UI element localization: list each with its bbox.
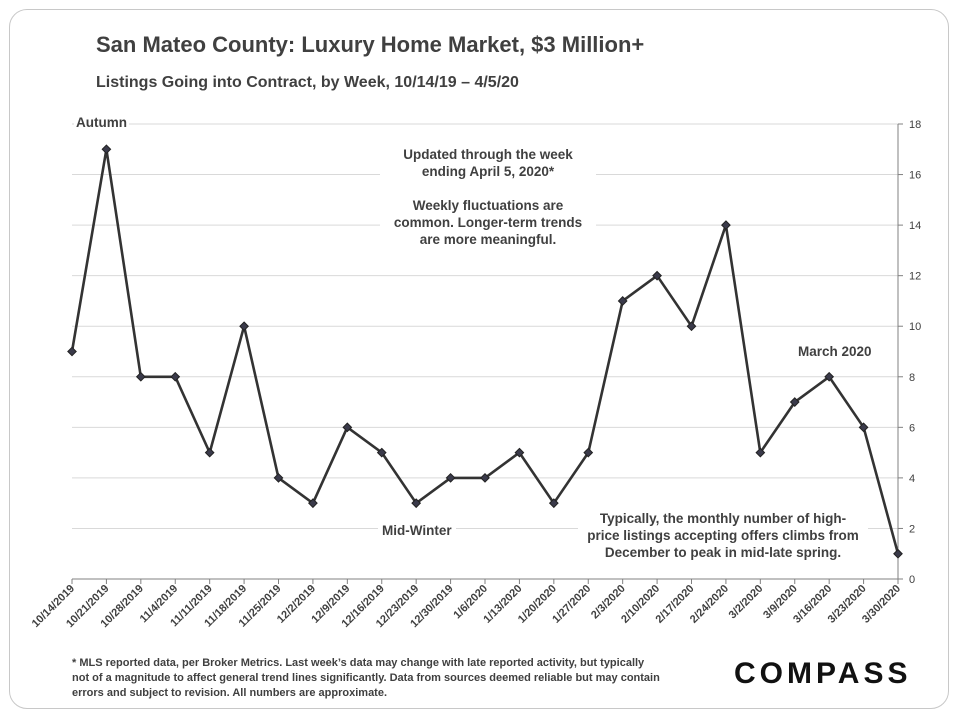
y-tick-label: 18	[909, 119, 921, 131]
annotation-fluct-line-3: are more meaningful.	[419, 232, 557, 247]
data-point	[480, 472, 490, 483]
data-point	[411, 498, 422, 509]
y-tick-label: 0	[909, 574, 915, 586]
data-point	[67, 346, 77, 357]
annotation-autumn: Autumn	[74, 114, 129, 131]
data-point	[721, 220, 731, 231]
data-point	[445, 472, 456, 483]
y-tick-label: 6	[909, 422, 915, 434]
data-point	[170, 371, 181, 382]
data-point	[376, 447, 387, 458]
data-point	[583, 447, 594, 458]
data-point	[273, 472, 284, 483]
annotation-mid-winter: Mid-Winter	[378, 522, 456, 539]
data-point	[548, 498, 559, 509]
y-tick-label: 10	[909, 321, 921, 333]
data-point	[755, 447, 766, 458]
data-point	[135, 371, 146, 382]
annotation-typically-line-2: price listings accepting offers climbs f…	[587, 528, 859, 543]
compass-logo: COMPASS	[734, 657, 912, 690]
y-tick-label: 16	[909, 170, 921, 182]
data-point	[652, 270, 662, 281]
x-tick-label: 3/2/2020	[727, 583, 766, 622]
chart-title: San Mateo County: Luxury Home Market, $3…	[96, 32, 645, 57]
data-point	[101, 144, 112, 155]
data-point	[858, 422, 869, 433]
annotation-fluct-line-1: Weekly fluctuations are	[412, 198, 564, 213]
annotation-typically-line-3: December to peak in mid-late spring.	[604, 545, 842, 560]
data-point	[342, 422, 353, 433]
annotation-typically: Typically, the monthly number of high- p…	[578, 510, 868, 561]
annotation-typically-line-1: Typically, the monthly number of high-	[599, 511, 847, 526]
data-point	[308, 498, 318, 509]
footnote-line-3: errors and subject to revision. All numb…	[72, 687, 388, 699]
footnote: * MLS reported data, per Broker Metrics.…	[72, 656, 712, 701]
data-point	[789, 397, 800, 407]
data-point	[514, 447, 525, 458]
footnote-line-2: not of a magnitude to affect general tre…	[72, 672, 660, 684]
data-point	[239, 321, 249, 332]
data-point	[824, 371, 835, 382]
annotation-updated-line-1: Updated through the week	[403, 147, 573, 162]
y-tick-label: 14	[909, 220, 921, 232]
data-point	[893, 548, 903, 559]
annotation-updated: Updated through the week ending April 5,…	[380, 146, 596, 248]
annotation-fluct-line-2: common. Longer-term trends	[393, 215, 583, 230]
data-point	[204, 447, 215, 458]
y-tick-label: 12	[909, 271, 921, 283]
chart-subtitle: Listings Going into Contract, by Week, 1…	[96, 74, 519, 91]
annotation-updated-line-2: ending April 5, 2020*	[421, 164, 555, 179]
annotation-march-2020: March 2020	[794, 343, 876, 360]
y-tick-label: 4	[909, 473, 915, 485]
data-point	[617, 296, 628, 306]
data-point	[686, 321, 697, 332]
y-tick-label: 8	[909, 372, 915, 384]
footnote-line-1: * MLS reported data, per Broker Metrics.…	[72, 657, 645, 669]
slide-frame	[9, 9, 949, 709]
y-tick-label: 2	[909, 523, 915, 535]
